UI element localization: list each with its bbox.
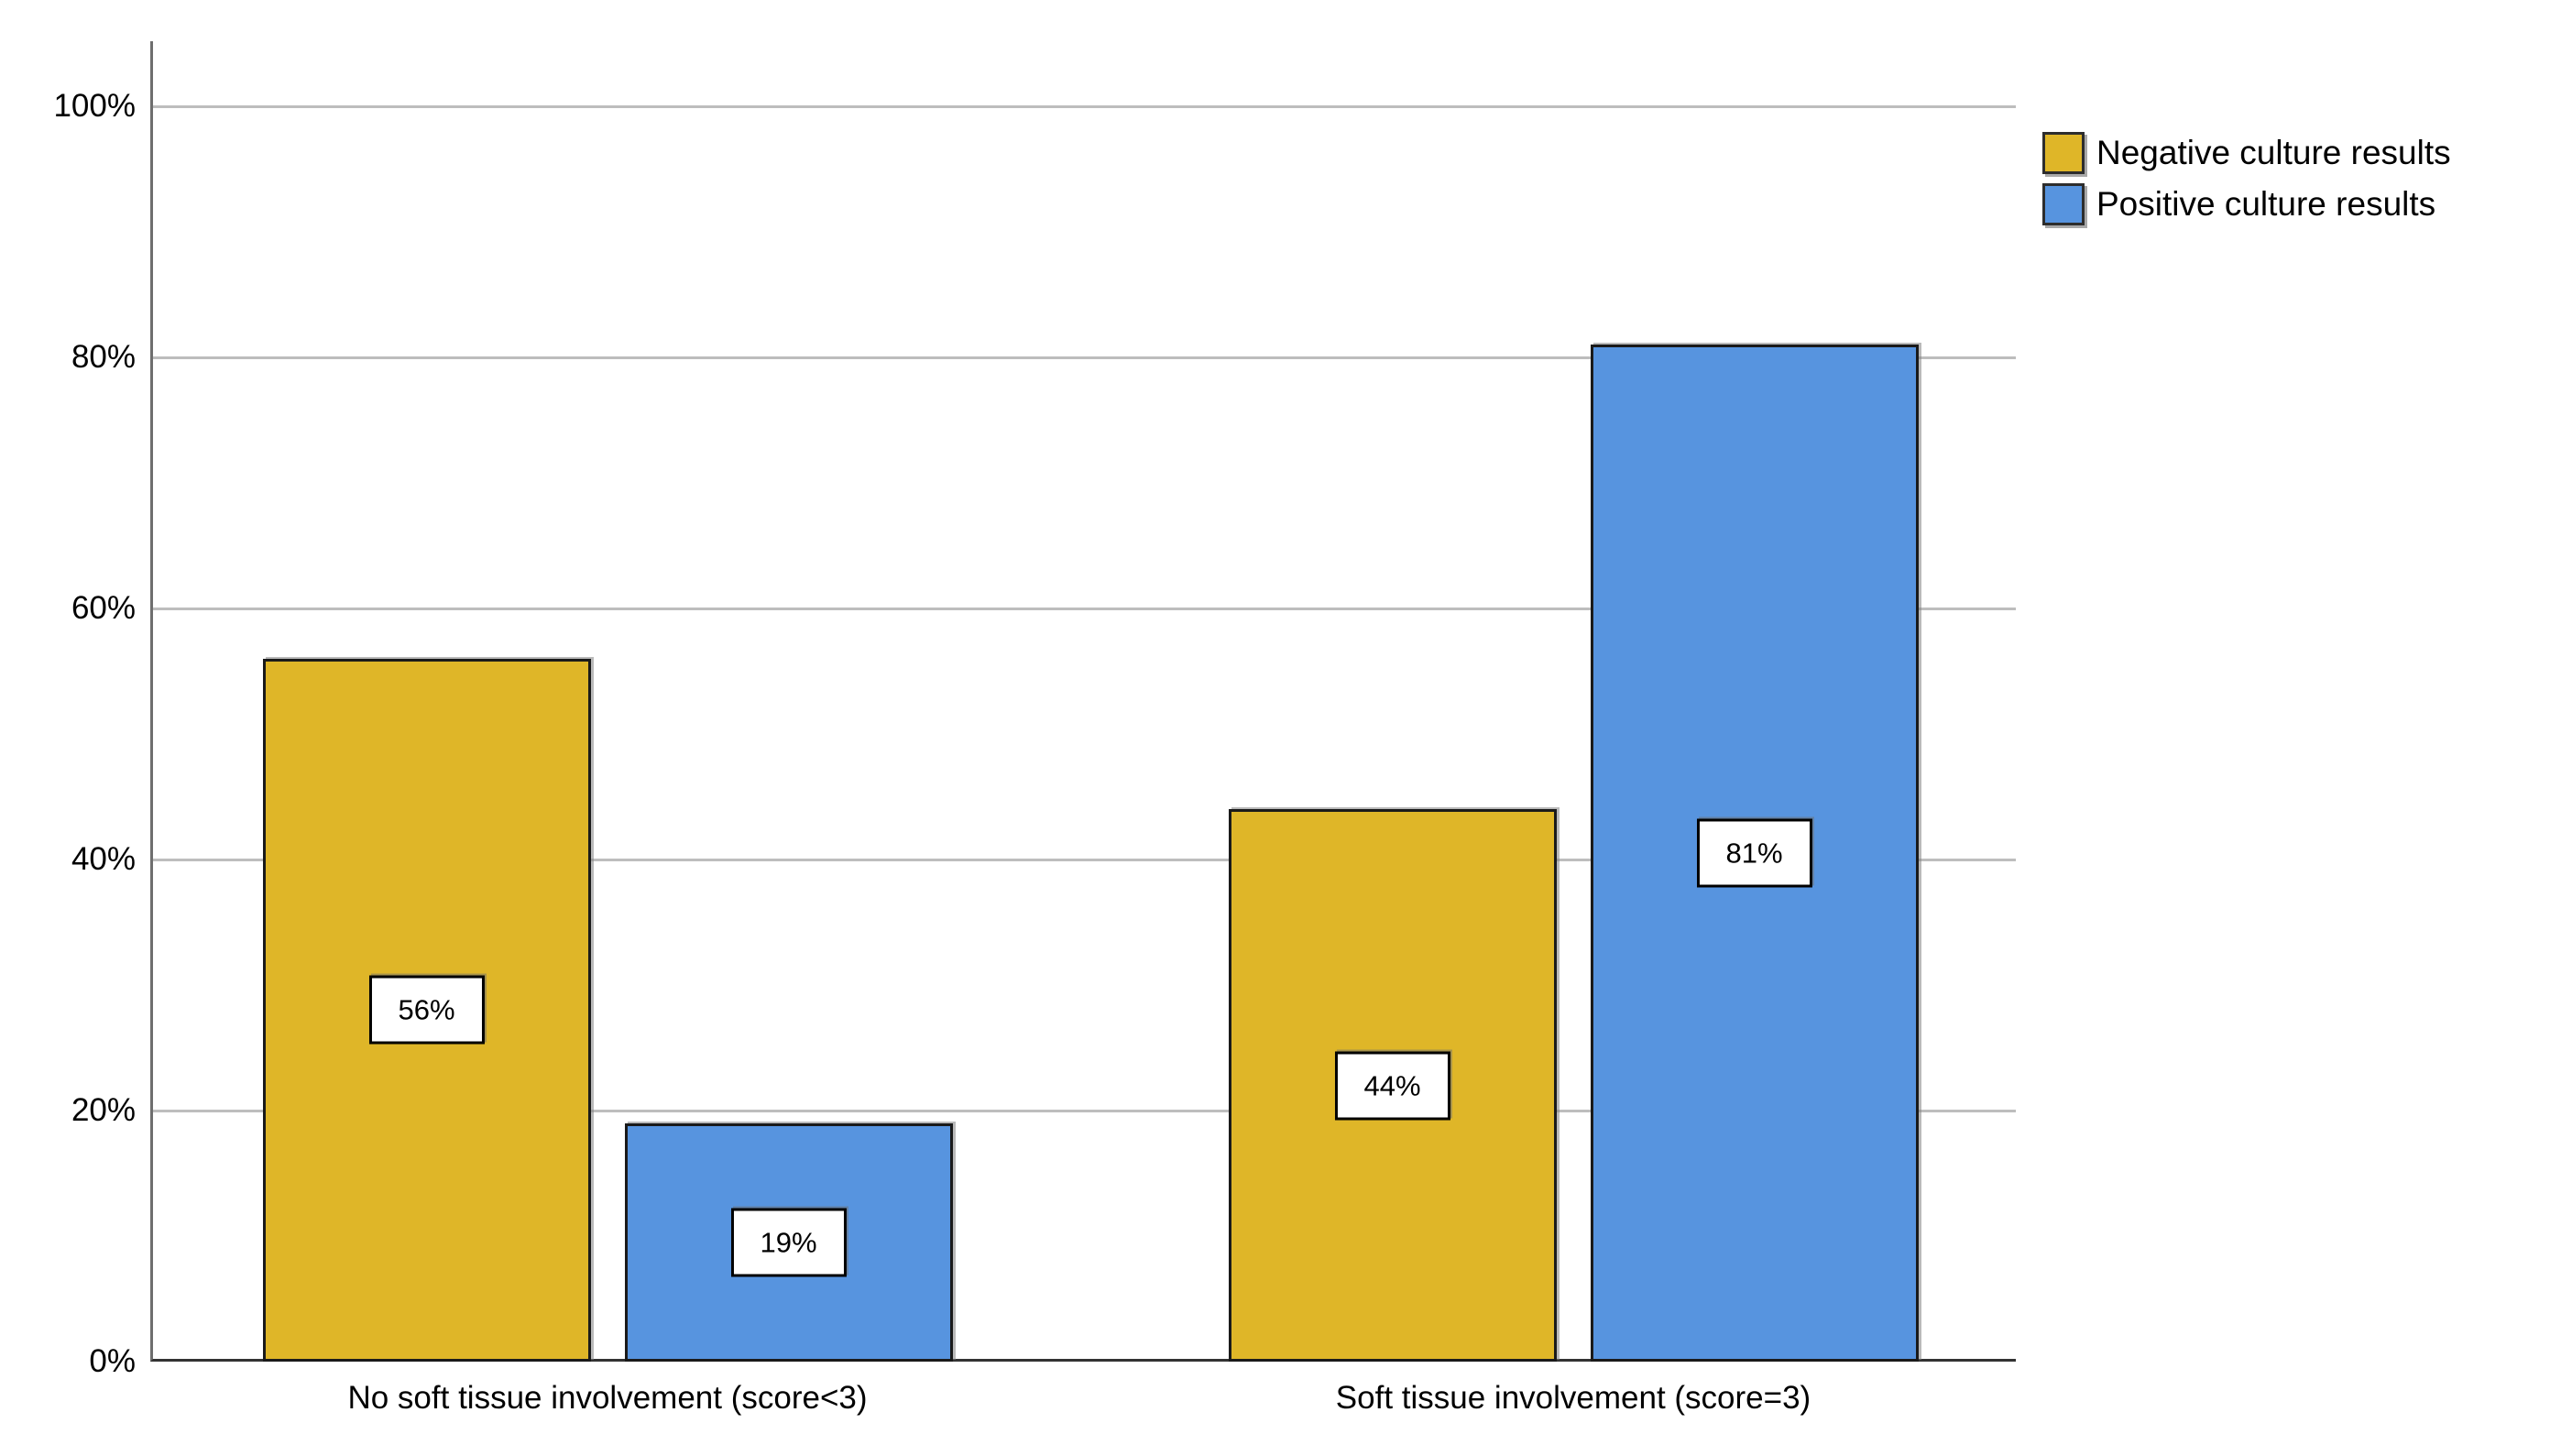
- x-axis-category-label: No soft tissue involvement (score<3): [347, 1380, 868, 1416]
- y-axis-tick-label: 80%: [71, 339, 136, 375]
- gridline-80: [153, 356, 2016, 359]
- bar-value-label-negative-group2: 44%: [1334, 1051, 1450, 1121]
- y-axis-tick-label: 100%: [53, 88, 136, 124]
- plot-area: 56% 19% 44% 81%: [150, 41, 2016, 1362]
- gridline-60: [153, 608, 2016, 610]
- bar-value-label-positive-group1: 19%: [730, 1208, 847, 1277]
- y-axis-tick-label: 20%: [71, 1092, 136, 1128]
- x-axis-category-label: Soft tissue involvement (score=3): [1335, 1380, 1811, 1416]
- chart-legend: Negative culture results Positive culture…: [2042, 131, 2451, 234]
- legend-label-negative: Negative culture results: [2096, 133, 2451, 171]
- bar-negative-group1: [262, 658, 591, 1362]
- legend-swatch-negative-icon: [2042, 131, 2085, 174]
- legend-entry-positive: Positive culture results: [2042, 182, 2451, 225]
- bar-value-label-positive-group2: 81%: [1696, 818, 1812, 888]
- gridline-100: [153, 105, 2016, 108]
- y-axis-tick-label: 40%: [71, 841, 136, 877]
- y-axis-tick-label: 60%: [71, 590, 136, 626]
- y-axis-tick-label: 0%: [89, 1343, 136, 1379]
- legend-label-positive: Positive culture results: [2096, 184, 2436, 223]
- gridline-20: [153, 1110, 2016, 1112]
- bar-value-label-negative-group1: 56%: [368, 975, 485, 1045]
- legend-entry-negative: Negative culture results: [2042, 131, 2451, 174]
- legend-swatch-positive-icon: [2042, 182, 2085, 225]
- gridline-40: [153, 859, 2016, 861]
